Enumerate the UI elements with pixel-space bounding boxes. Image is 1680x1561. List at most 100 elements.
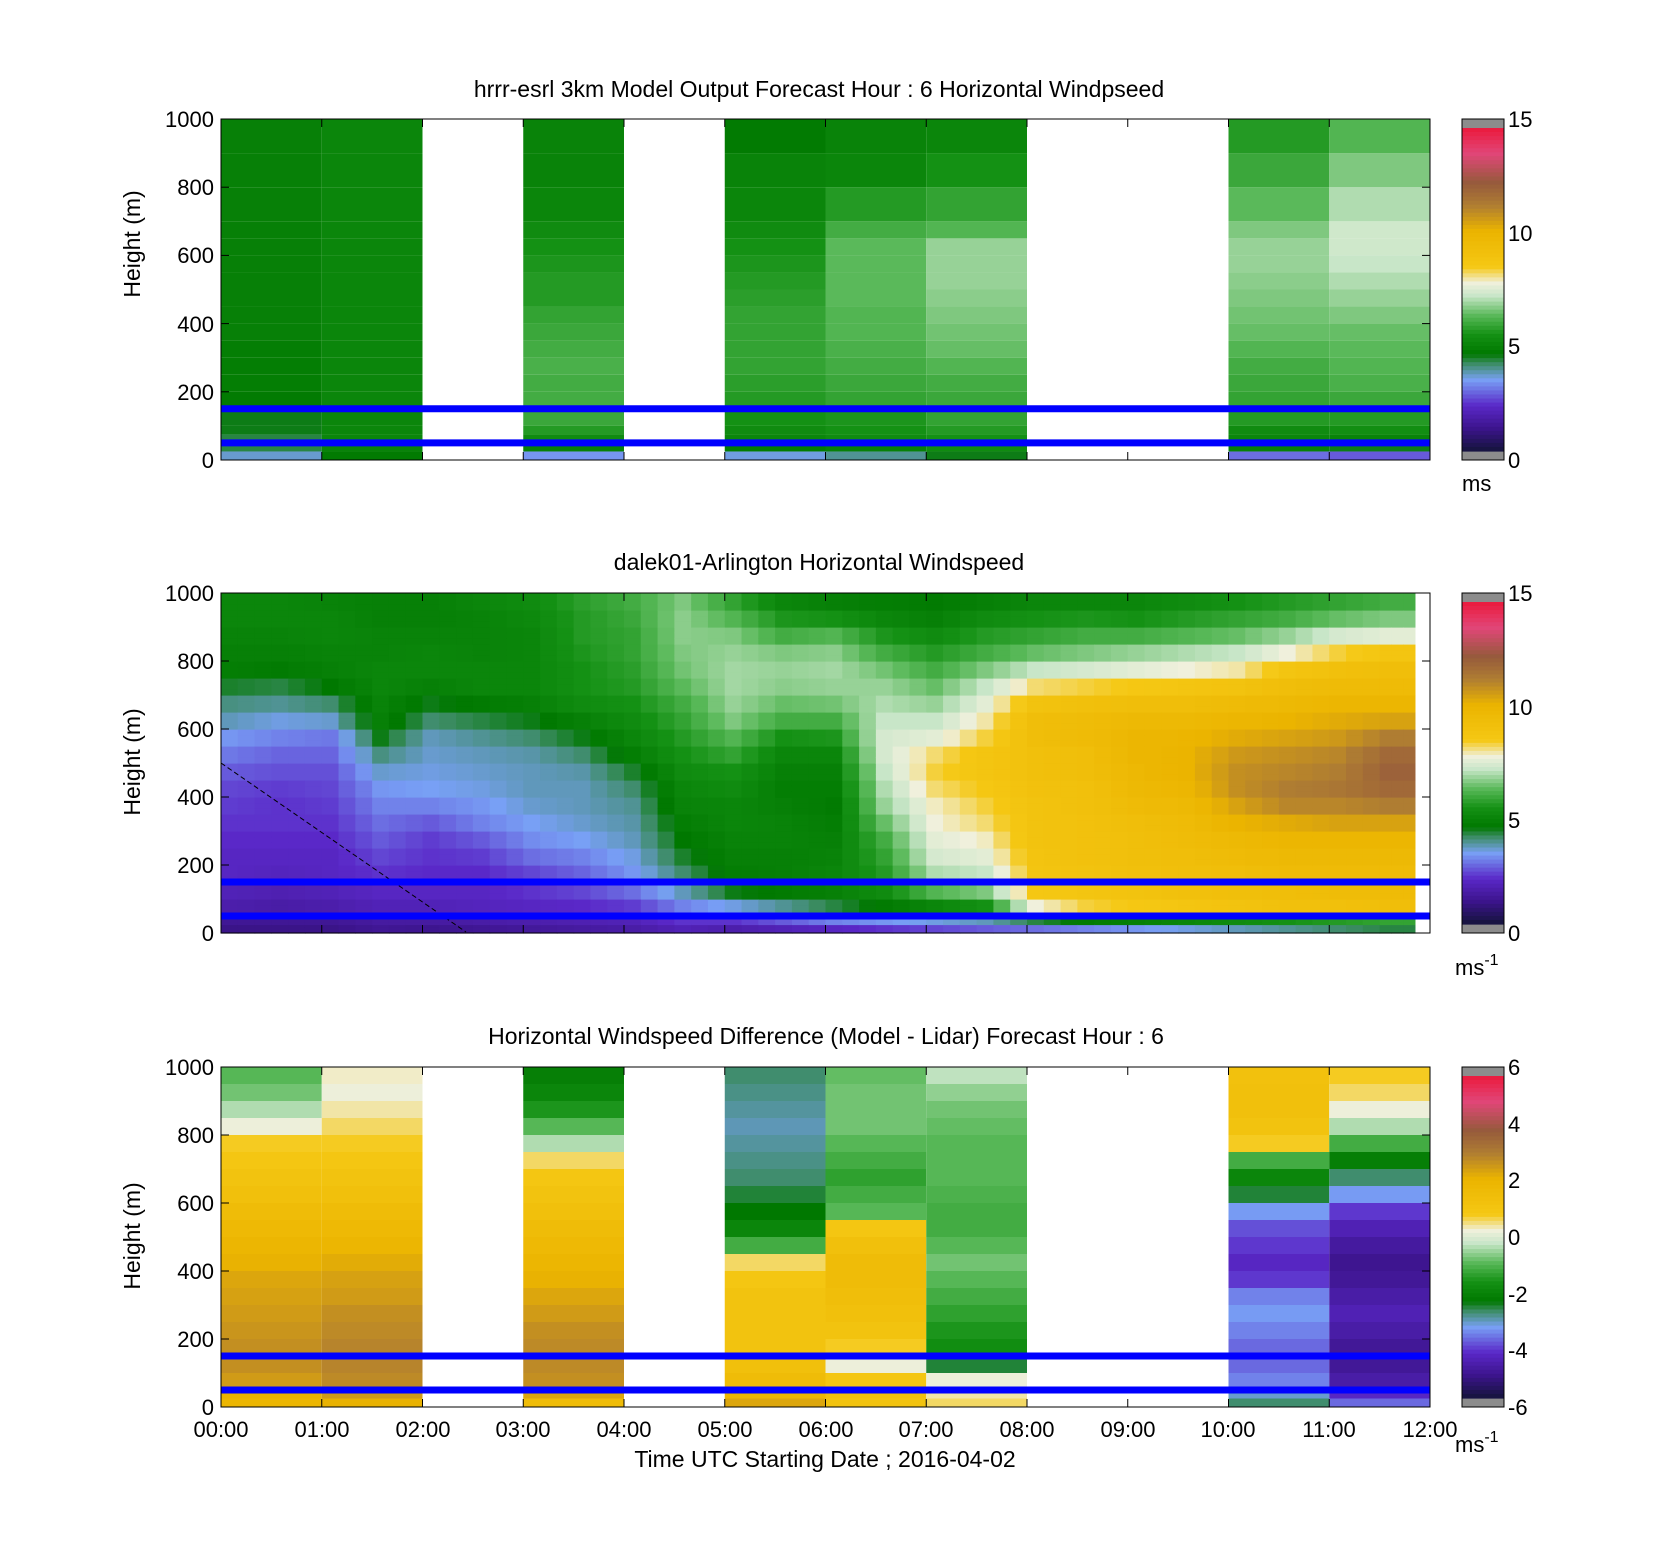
- heat-cell: [758, 729, 776, 736]
- heat-cell: [1278, 746, 1297, 753]
- heat-cell: [372, 763, 390, 770]
- heat-cell: [1077, 918, 1095, 923]
- heat-cell: [1060, 774, 1078, 781]
- heat-cell: [1127, 887, 1146, 894]
- heat-cell: [1077, 899, 1095, 906]
- heat-cell: [741, 672, 759, 679]
- heat-cell: [1312, 757, 1330, 764]
- heat-cell: [758, 655, 776, 662]
- heat-cell: [707, 746, 726, 753]
- heat-cell: [1379, 927, 1392, 931]
- heat-cell: [825, 700, 843, 707]
- heat-cell: [926, 785, 944, 792]
- heat-cell: [288, 712, 306, 719]
- heat-cell: [472, 706, 491, 713]
- heat-cell: [976, 904, 995, 911]
- heat-cell: [288, 918, 306, 923]
- heat-cell: [859, 825, 877, 832]
- heat-cell: [741, 638, 759, 645]
- heat-cell: [456, 930, 474, 934]
- heat-cell: [943, 655, 961, 662]
- heat-cell: [540, 734, 558, 741]
- panel-lidar-ytick: 200: [177, 853, 214, 878]
- heat-cell: [707, 918, 726, 923]
- heat-cell: [405, 672, 424, 679]
- heat-cell: [859, 924, 877, 928]
- heat-cell: [1010, 610, 1028, 617]
- heat-cell: [1010, 774, 1028, 781]
- heat-cell: [271, 802, 289, 809]
- heat-cell: [540, 780, 558, 787]
- heat-cell: [859, 865, 877, 872]
- heat-cell: [1178, 644, 1196, 651]
- heat-cell: [405, 678, 424, 685]
- heat-cell: [775, 598, 793, 605]
- heat-cell: [237, 797, 256, 804]
- heat-cell: [422, 695, 440, 702]
- heat-cell: [523, 734, 541, 741]
- heat-cell: [842, 689, 860, 696]
- heat-cell: [926, 831, 944, 838]
- heat-cell: [724, 819, 743, 826]
- heat-cell: [1077, 757, 1095, 764]
- heat-cell: [1027, 632, 1045, 639]
- heat-cell: [1178, 780, 1196, 787]
- heat-cell: [1211, 791, 1230, 798]
- heat-cell: [1346, 683, 1364, 690]
- heat-cell: [590, 695, 608, 702]
- heat-cell: [1228, 802, 1246, 809]
- heat-cell: [338, 615, 356, 622]
- heat-cell: [355, 751, 373, 758]
- heat-cell: [506, 695, 524, 702]
- heat-cell: [707, 610, 726, 617]
- colorbar-step: [1462, 136, 1504, 141]
- heat-cell: [926, 598, 944, 605]
- heat-cell: [271, 746, 289, 753]
- heat-cell: [1010, 723, 1028, 730]
- heat-cell: [1161, 825, 1179, 832]
- heat-cell: [439, 706, 457, 713]
- heat-cell: [1403, 746, 1416, 753]
- heat-cell: [724, 221, 826, 239]
- heat-cell: [758, 672, 776, 679]
- heat-cell: [892, 893, 911, 900]
- heat-cell: [1295, 819, 1314, 826]
- heat-cell: [993, 825, 1011, 832]
- heat-cell: [1094, 638, 1112, 645]
- heat-cell: [691, 859, 709, 866]
- colorbar-step: [1462, 891, 1504, 897]
- heat-cell: [573, 763, 592, 770]
- colorbar-step: [1462, 658, 1504, 663]
- heat-cell: [573, 610, 592, 617]
- heat-cell: [304, 774, 323, 781]
- heat-cell: [422, 899, 440, 906]
- heat-cell: [607, 621, 625, 628]
- heat-cell: [976, 819, 995, 826]
- heat-cell: [1010, 831, 1028, 838]
- heat-cell: [993, 700, 1011, 707]
- heat-cell: [1161, 893, 1179, 900]
- heat-cell: [1060, 740, 1078, 747]
- heat-cell: [1403, 632, 1416, 639]
- heat-cell: [355, 791, 373, 798]
- heat-cell: [304, 865, 323, 872]
- heat-cell: [657, 678, 675, 685]
- heat-cell: [926, 340, 1027, 358]
- heat-cell: [842, 632, 860, 639]
- heat-cell: [388, 870, 407, 877]
- heat-cell: [304, 712, 323, 719]
- heat-cell: [640, 927, 659, 931]
- heat-cell: [590, 918, 608, 923]
- heat-cell: [775, 751, 793, 758]
- heat-cell: [489, 604, 508, 611]
- heat-cell: [1346, 924, 1364, 928]
- heat-cell: [1228, 842, 1246, 849]
- heat-cell: [1228, 451, 1330, 460]
- heat-cell: [607, 842, 625, 849]
- heat-cell: [540, 757, 558, 764]
- heat-cell: [388, 774, 407, 781]
- heat-cell: [808, 683, 827, 690]
- heat-cell: [1178, 927, 1196, 931]
- heat-cell: [1362, 712, 1381, 719]
- heat-cell: [825, 734, 843, 741]
